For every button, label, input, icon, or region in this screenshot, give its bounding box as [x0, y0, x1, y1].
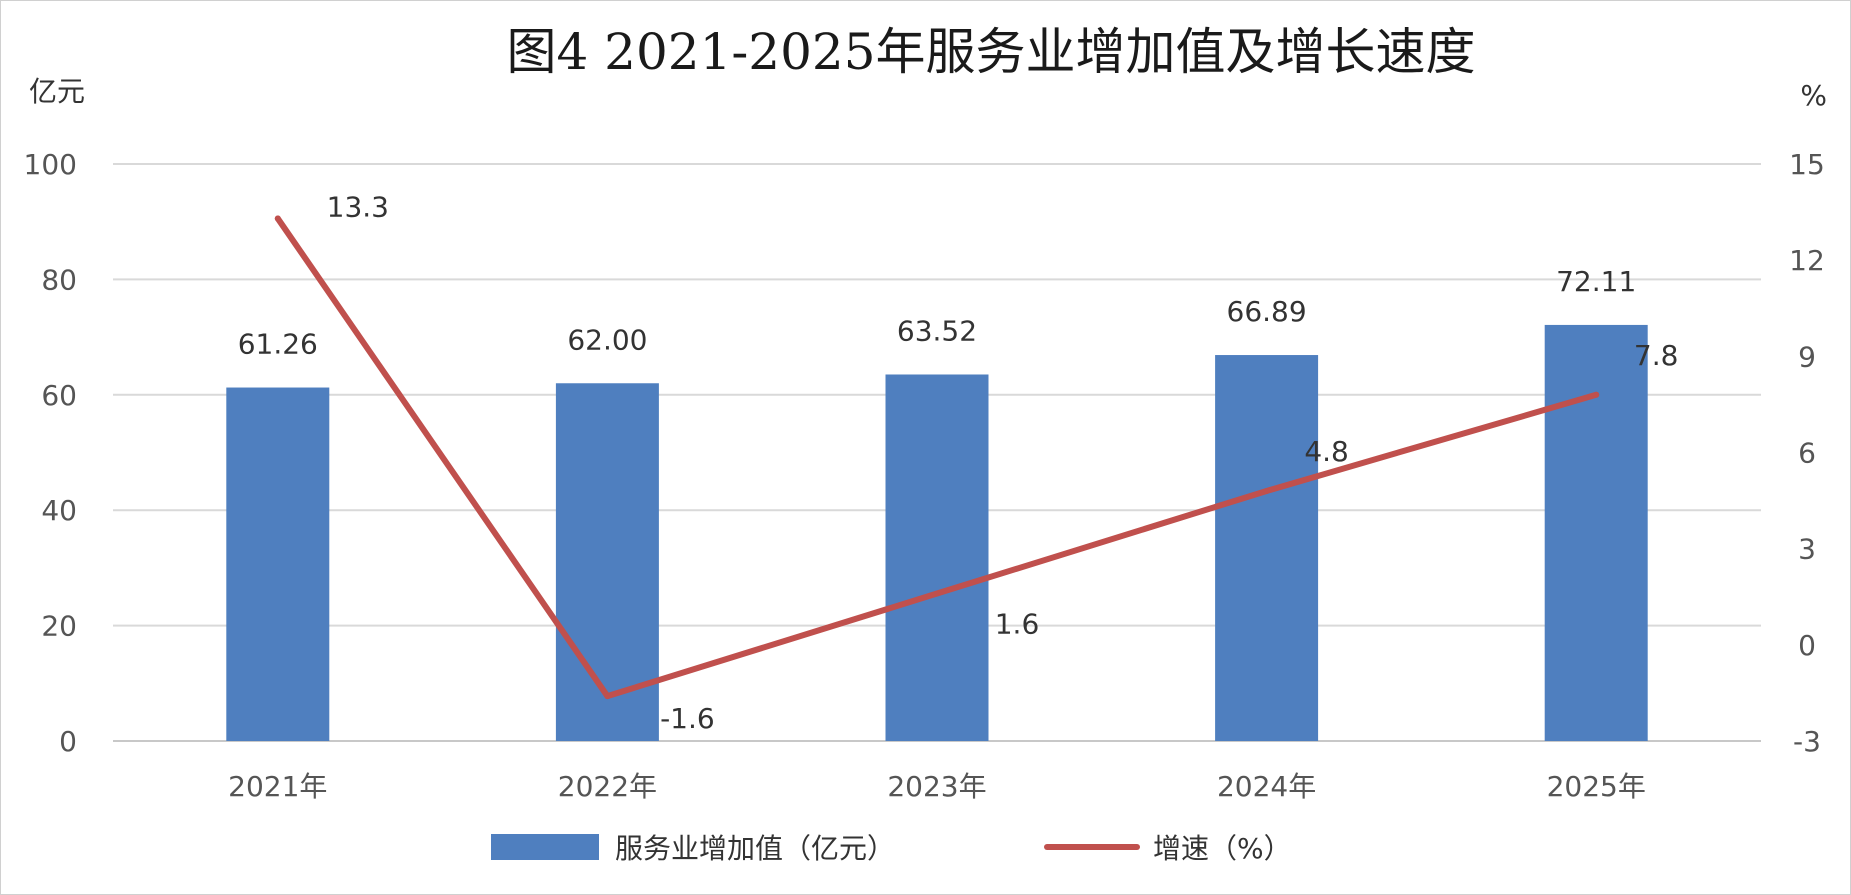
- bar-data-labels: 61.26 62.00 63.52 66.89 72.11: [238, 265, 1637, 361]
- category-label: 2021年: [228, 770, 327, 803]
- category-label: 2024年: [1217, 770, 1316, 803]
- right-axis-ticks: -3 0 3 6 9 12 15: [1789, 148, 1825, 758]
- bar-value-label: 63.52: [897, 314, 977, 347]
- right-tick-label: -3: [1793, 725, 1821, 758]
- line-point: [604, 693, 611, 700]
- bar: [1544, 324, 1648, 741]
- legend: 服务业增加值（亿元） 增速（%）: [491, 832, 1292, 865]
- line-point: [934, 590, 940, 597]
- bar: [1215, 355, 1319, 741]
- left-tick-label: 80: [41, 263, 77, 296]
- line-value-label: 7.8: [1634, 339, 1679, 372]
- bar-value-label: 62.00: [567, 323, 647, 356]
- left-tick-label: 60: [41, 379, 77, 412]
- left-tick-label: 100: [24, 148, 77, 181]
- chart-title: 图4 2021-2025年服务业增加值及增长速度: [506, 23, 1475, 81]
- left-tick-label: 0: [59, 725, 77, 758]
- right-axis-unit: %: [1800, 79, 1827, 112]
- category-label: 2025年: [1547, 770, 1646, 803]
- line-data-labels: 13.3 -1.6 1.6 4.8 7.8: [327, 190, 1679, 735]
- bar-value-label: 61.26: [238, 328, 318, 361]
- left-axis-unit: 亿元: [29, 75, 85, 108]
- right-tick-label: 15: [1789, 148, 1825, 181]
- line-point: [1593, 391, 1600, 398]
- category-label: 2022年: [558, 770, 657, 803]
- line-point: [274, 215, 281, 222]
- bar: [555, 383, 659, 741]
- right-tick-label: 3: [1798, 533, 1816, 566]
- left-tick-label: 40: [41, 494, 77, 527]
- line-value-label: 13.3: [327, 190, 389, 223]
- line-value-label: 4.8: [1304, 435, 1349, 468]
- right-tick-label: 6: [1798, 437, 1816, 470]
- legend-bar-label: 服务业增加值（亿元）: [615, 832, 895, 865]
- bar-value-label: 72.11: [1556, 265, 1636, 298]
- line-point: [1263, 487, 1270, 494]
- category-labels: 2021年 2022年 2023年 2024年 2025年: [228, 770, 1646, 803]
- bar-series: [226, 324, 1648, 741]
- legend-bar-swatch: [491, 834, 599, 860]
- bar-value-label: 66.89: [1227, 295, 1307, 328]
- line-value-label: 1.6: [995, 608, 1040, 641]
- right-tick-label: 9: [1798, 340, 1816, 373]
- bar: [226, 387, 330, 741]
- right-tick-label: 12: [1789, 244, 1825, 277]
- left-axis-ticks: 0 20 40 60 80 100: [24, 148, 77, 758]
- left-tick-label: 20: [41, 610, 77, 643]
- line-series: [274, 215, 1600, 700]
- right-tick-label: 0: [1798, 629, 1816, 662]
- bar: [885, 374, 989, 741]
- legend-line-label: 增速（%）: [1153, 832, 1292, 865]
- category-label: 2023年: [887, 770, 986, 803]
- line-value-label: -1.6: [660, 702, 715, 735]
